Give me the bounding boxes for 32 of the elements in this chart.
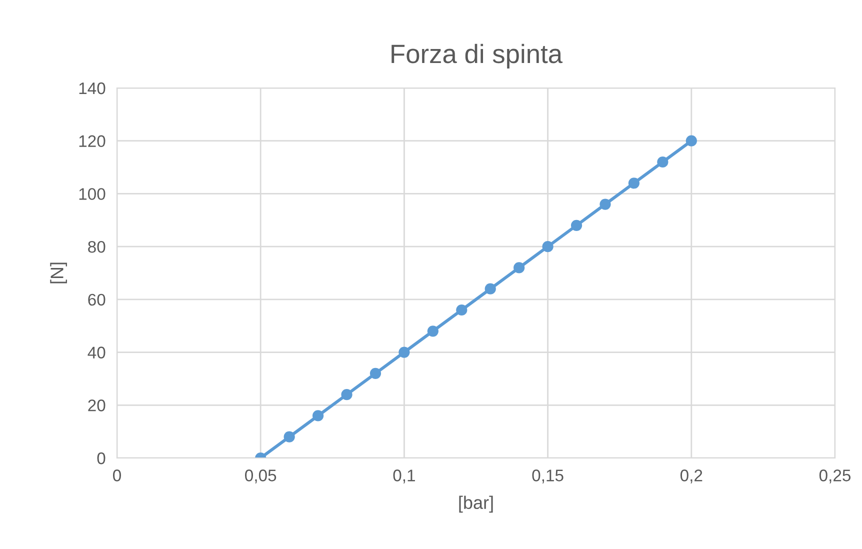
y-tick-label: 120	[79, 135, 106, 148]
point	[398, 346, 410, 358]
point	[542, 241, 554, 252]
x-tick-label: 0,1	[393, 470, 415, 484]
point	[657, 156, 668, 168]
x-tick-label: 0,05	[245, 470, 276, 484]
x-axis-title: [bar]	[459, 496, 493, 513]
point	[570, 220, 582, 231]
y-tick-label: 140	[79, 82, 106, 94]
y-tick-label: 20	[88, 400, 106, 412]
x-tick-label: 0,2	[680, 470, 702, 484]
y-tick-label: 60	[88, 294, 106, 306]
chart-title: Forza di spinta	[392, 44, 563, 68]
x-tick-label: 0	[113, 470, 121, 482]
y-tick-label: 0	[97, 452, 106, 464]
y-axis-title: [N]	[50, 262, 67, 284]
point	[370, 368, 382, 379]
point	[600, 198, 611, 210]
point	[514, 262, 525, 274]
point	[284, 431, 295, 442]
point	[628, 178, 640, 189]
x-tick-label: 0,25	[819, 470, 851, 484]
point	[427, 326, 438, 337]
x-tick-label: 0,15	[532, 470, 564, 484]
point	[312, 410, 324, 422]
y-tick-label: 40	[88, 346, 106, 358]
point	[686, 135, 697, 146]
point	[341, 389, 352, 400]
y-tick-label: 100	[79, 188, 106, 200]
point	[484, 283, 496, 294]
point	[456, 304, 468, 316]
y-tick-label: 80	[88, 240, 106, 253]
